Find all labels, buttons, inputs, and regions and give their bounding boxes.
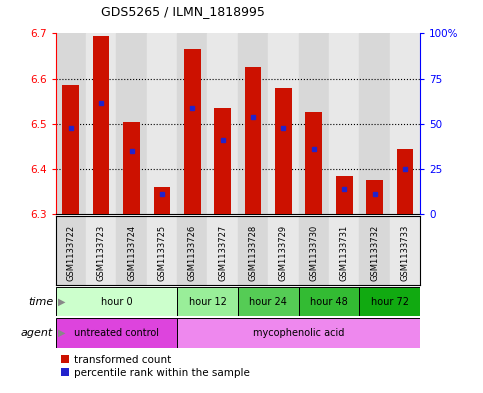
Bar xyxy=(184,49,200,214)
Bar xyxy=(390,33,420,214)
Text: GSM1133733: GSM1133733 xyxy=(400,224,410,281)
Text: ▶: ▶ xyxy=(58,328,66,338)
Text: hour 72: hour 72 xyxy=(371,297,409,307)
Bar xyxy=(305,112,322,214)
Bar xyxy=(359,216,390,285)
Bar xyxy=(336,176,353,214)
Bar xyxy=(177,216,208,285)
Text: GSM1133732: GSM1133732 xyxy=(370,224,379,281)
Bar xyxy=(56,216,86,285)
Text: GSM1133727: GSM1133727 xyxy=(218,224,227,281)
Bar xyxy=(275,88,292,214)
Text: time: time xyxy=(28,297,53,307)
Text: GSM1133722: GSM1133722 xyxy=(66,224,75,281)
Text: GDS5265 / ILMN_1818995: GDS5265 / ILMN_1818995 xyxy=(101,5,265,18)
Text: GSM1133725: GSM1133725 xyxy=(157,224,167,281)
Bar xyxy=(268,216,298,285)
Bar xyxy=(56,318,177,348)
Bar xyxy=(177,33,208,214)
Bar xyxy=(359,33,390,214)
Bar xyxy=(177,287,238,316)
Text: agent: agent xyxy=(21,328,53,338)
Bar xyxy=(238,287,298,316)
Bar xyxy=(298,287,359,316)
Bar xyxy=(56,287,177,316)
Bar xyxy=(208,216,238,285)
Bar xyxy=(397,149,413,214)
Bar xyxy=(56,33,86,214)
Text: hour 48: hour 48 xyxy=(310,297,348,307)
Bar xyxy=(86,33,116,214)
Bar xyxy=(86,216,116,285)
Text: GSM1133728: GSM1133728 xyxy=(249,224,257,281)
Legend: transformed count, percentile rank within the sample: transformed count, percentile rank withi… xyxy=(61,355,250,378)
Bar xyxy=(390,216,420,285)
Bar xyxy=(298,33,329,214)
Text: GSM1133723: GSM1133723 xyxy=(97,224,106,281)
Bar xyxy=(154,187,170,214)
Bar xyxy=(116,216,147,285)
Bar xyxy=(268,33,298,214)
Bar xyxy=(238,33,268,214)
Text: hour 24: hour 24 xyxy=(249,297,287,307)
Bar xyxy=(359,287,420,316)
Bar xyxy=(214,108,231,214)
Bar xyxy=(238,216,268,285)
Bar xyxy=(93,36,110,214)
Bar xyxy=(123,121,140,214)
Text: hour 12: hour 12 xyxy=(188,297,227,307)
Bar xyxy=(147,216,177,285)
Text: GSM1133726: GSM1133726 xyxy=(188,224,197,281)
Text: GSM1133731: GSM1133731 xyxy=(340,224,349,281)
Text: ▶: ▶ xyxy=(58,297,66,307)
Bar xyxy=(329,33,359,214)
Text: GSM1133729: GSM1133729 xyxy=(279,224,288,281)
Text: hour 0: hour 0 xyxy=(100,297,132,307)
Bar xyxy=(329,216,359,285)
Bar xyxy=(366,180,383,214)
Bar xyxy=(62,85,79,214)
Bar xyxy=(147,33,177,214)
Bar xyxy=(177,318,420,348)
Bar xyxy=(208,33,238,214)
Bar xyxy=(116,33,147,214)
Bar xyxy=(298,216,329,285)
Text: GSM1133724: GSM1133724 xyxy=(127,224,136,281)
Text: untreated control: untreated control xyxy=(74,328,159,338)
Text: GSM1133730: GSM1133730 xyxy=(309,224,318,281)
Bar xyxy=(245,67,261,214)
Text: mycophenolic acid: mycophenolic acid xyxy=(253,328,344,338)
